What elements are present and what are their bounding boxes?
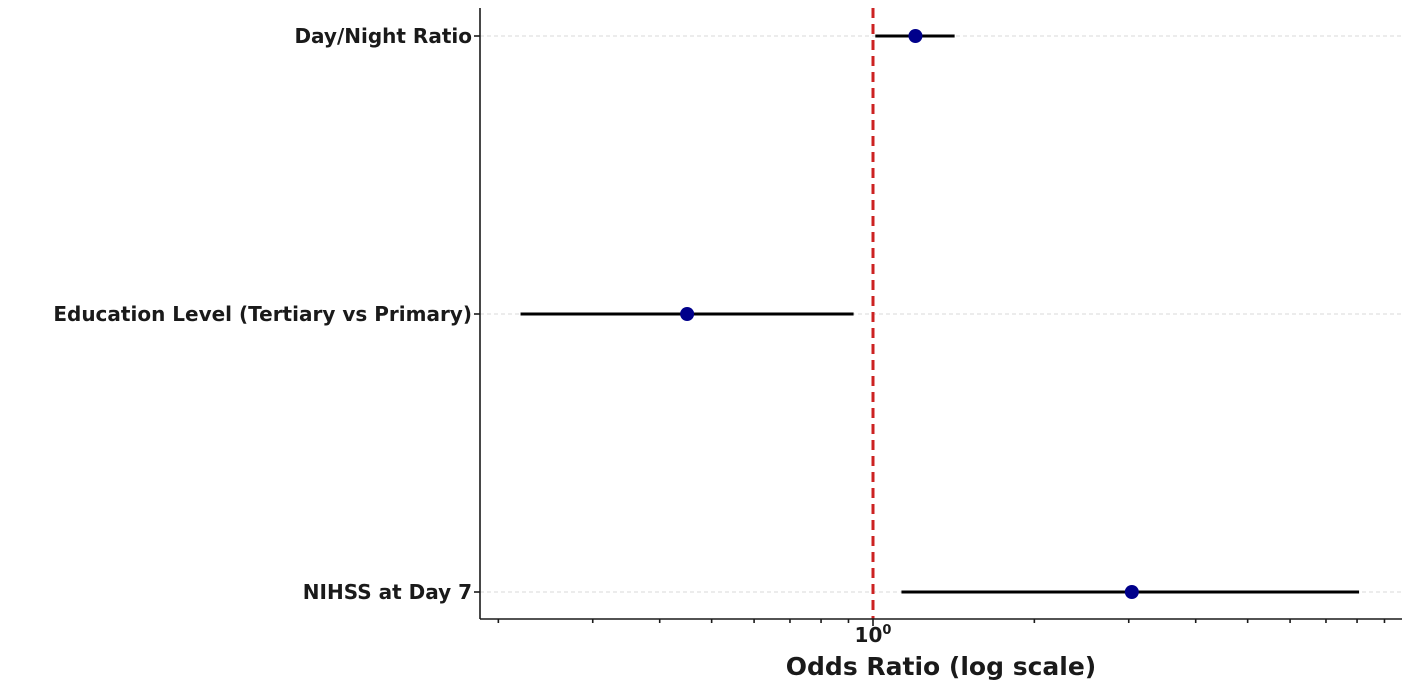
x-axis-ticks [474, 35, 1386, 626]
forest-row [875, 29, 955, 43]
x-axis-label: Odds Ratio (log scale) [786, 652, 1096, 681]
y-tick-label: Education Level (Tertiary vs Primary) [53, 302, 472, 326]
x-tick-label-1: 100 [855, 623, 892, 647]
forest-row [901, 585, 1360, 599]
y-axis-labels: Day/Night Ratio Education Level (Tertiary… [53, 24, 472, 604]
odds-ratio-marker [1124, 585, 1139, 599]
data-points [520, 29, 1360, 599]
y-tick-label: NIHSS at Day 7 [303, 580, 472, 604]
y-tick-label: Day/Night Ratio [294, 24, 472, 48]
odds-ratio-marker [680, 307, 695, 321]
forest-row [520, 307, 854, 321]
odds-ratio-marker [908, 29, 923, 43]
